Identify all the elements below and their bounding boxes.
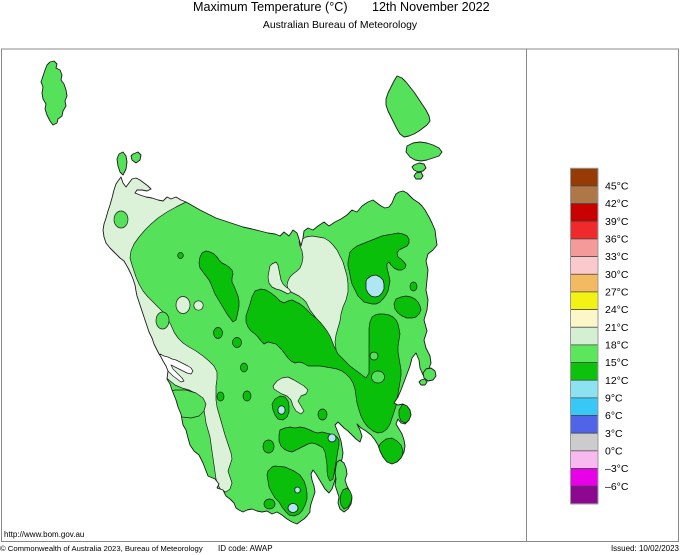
svg-text:–3°C: –3°C	[605, 463, 629, 475]
svg-text:18°C: 18°C	[605, 340, 629, 352]
svg-text:42°C: 42°C	[605, 198, 629, 210]
svg-text:21°C: 21°C	[605, 322, 629, 334]
svg-text:24°C: 24°C	[605, 304, 629, 316]
svg-text:45°C: 45°C	[605, 181, 629, 193]
svg-text:6°C: 6°C	[605, 410, 623, 422]
svg-text:12°C: 12°C	[605, 375, 629, 387]
svg-text:0°C: 0°C	[605, 445, 623, 457]
svg-text:27°C: 27°C	[605, 287, 629, 299]
svg-text:30°C: 30°C	[605, 269, 629, 281]
svg-text:3°C: 3°C	[605, 428, 623, 440]
svg-text:39°C: 39°C	[605, 216, 629, 228]
svg-text:33°C: 33°C	[605, 251, 629, 263]
svg-text:–6°C: –6°C	[605, 481, 629, 493]
svg-text:36°C: 36°C	[605, 234, 629, 246]
svg-text:9°C: 9°C	[605, 392, 623, 404]
svg-text:15°C: 15°C	[605, 357, 629, 369]
